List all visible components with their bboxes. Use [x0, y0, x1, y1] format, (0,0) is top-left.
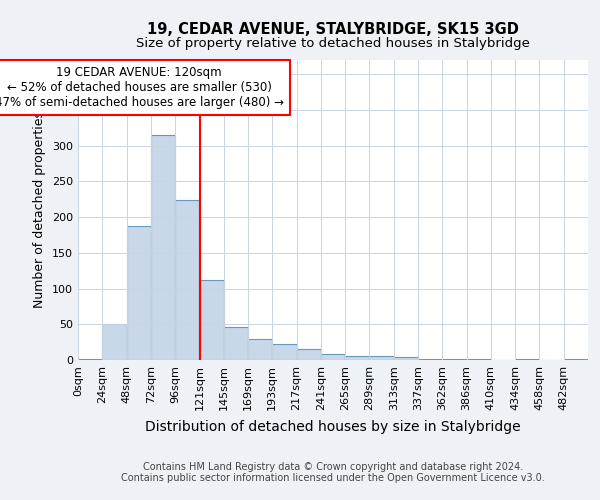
Bar: [564, 358, 588, 360]
Y-axis label: Number of detached properties: Number of detached properties: [34, 112, 46, 308]
Bar: [370, 356, 394, 360]
Text: Size of property relative to detached houses in Stalybridge: Size of property relative to detached ho…: [136, 38, 530, 51]
Bar: [418, 358, 442, 360]
Bar: [151, 135, 175, 360]
Text: 19 CEDAR AVENUE: 120sqm
← 52% of detached houses are smaller (530)
47% of semi-d: 19 CEDAR AVENUE: 120sqm ← 52% of detache…: [0, 66, 284, 108]
Text: Distribution of detached houses by size in Stalybridge: Distribution of detached houses by size …: [145, 420, 521, 434]
Bar: [78, 358, 102, 360]
Bar: [199, 280, 224, 360]
Bar: [515, 358, 539, 360]
Bar: [296, 350, 321, 360]
Text: Contains HM Land Registry data © Crown copyright and database right 2024.
Contai: Contains HM Land Registry data © Crown c…: [121, 462, 545, 483]
Bar: [175, 200, 199, 360]
Bar: [345, 356, 370, 360]
Bar: [272, 344, 296, 360]
Bar: [321, 354, 345, 360]
Bar: [102, 324, 127, 360]
Text: 19, CEDAR AVENUE, STALYBRIDGE, SK15 3GD: 19, CEDAR AVENUE, STALYBRIDGE, SK15 3GD: [147, 22, 519, 38]
Bar: [394, 357, 418, 360]
Bar: [224, 327, 248, 360]
Bar: [127, 226, 151, 360]
Bar: [248, 338, 272, 360]
